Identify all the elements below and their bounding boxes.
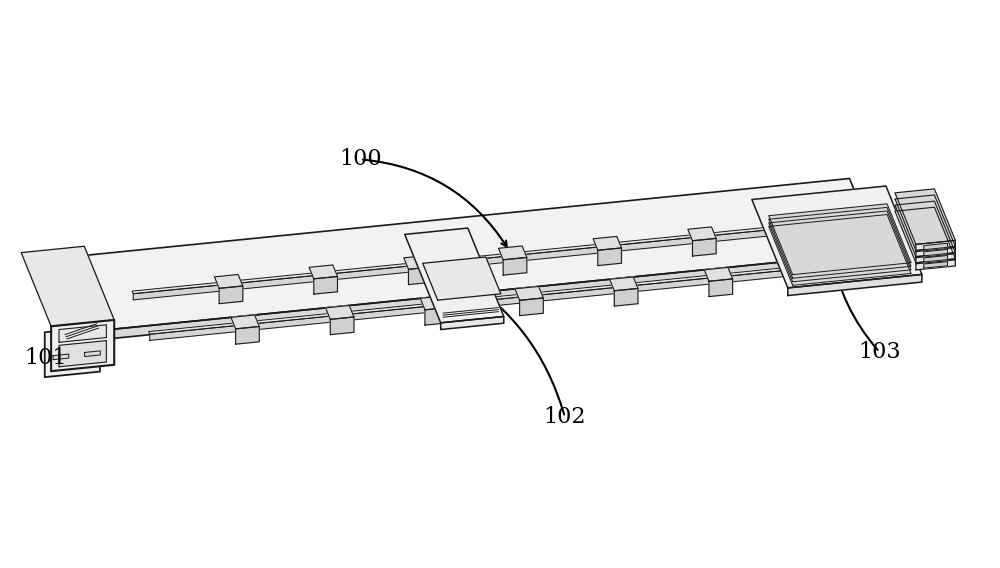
Polygon shape: [610, 277, 638, 291]
Polygon shape: [769, 215, 911, 285]
Polygon shape: [598, 248, 621, 266]
Polygon shape: [916, 240, 955, 252]
Polygon shape: [895, 189, 955, 244]
Text: 100: 100: [339, 148, 382, 170]
Polygon shape: [314, 277, 337, 294]
Polygon shape: [61, 178, 879, 332]
Polygon shape: [769, 204, 911, 275]
Polygon shape: [405, 228, 504, 323]
Polygon shape: [309, 265, 337, 279]
Polygon shape: [916, 253, 955, 264]
Polygon shape: [132, 224, 796, 294]
Polygon shape: [916, 247, 955, 258]
Polygon shape: [916, 259, 955, 270]
Polygon shape: [61, 258, 91, 341]
Polygon shape: [924, 256, 947, 262]
Polygon shape: [326, 306, 354, 319]
Polygon shape: [752, 186, 922, 288]
Polygon shape: [219, 286, 243, 304]
Polygon shape: [51, 320, 114, 371]
Polygon shape: [788, 274, 922, 295]
Polygon shape: [149, 265, 812, 335]
Polygon shape: [688, 227, 716, 241]
Polygon shape: [231, 315, 259, 329]
Polygon shape: [420, 296, 449, 310]
Polygon shape: [423, 257, 501, 300]
Polygon shape: [408, 267, 432, 285]
Polygon shape: [214, 274, 243, 289]
Polygon shape: [91, 252, 879, 341]
Polygon shape: [45, 327, 100, 377]
Polygon shape: [895, 201, 955, 257]
Text: 102: 102: [544, 406, 586, 428]
Polygon shape: [614, 289, 638, 306]
Polygon shape: [236, 327, 259, 344]
Polygon shape: [924, 249, 947, 256]
Polygon shape: [330, 317, 354, 335]
Polygon shape: [53, 354, 69, 360]
Polygon shape: [769, 207, 911, 278]
Polygon shape: [404, 256, 432, 269]
Polygon shape: [441, 316, 504, 329]
Polygon shape: [515, 286, 543, 300]
Text: 103: 103: [858, 341, 901, 363]
Polygon shape: [692, 239, 716, 256]
Polygon shape: [59, 341, 106, 367]
Polygon shape: [704, 268, 733, 281]
Polygon shape: [895, 195, 955, 250]
Polygon shape: [21, 247, 114, 326]
Polygon shape: [503, 257, 527, 275]
Polygon shape: [520, 298, 543, 316]
Polygon shape: [59, 325, 106, 343]
Polygon shape: [498, 246, 527, 260]
Polygon shape: [895, 207, 955, 263]
Text: 101: 101: [24, 346, 67, 369]
Polygon shape: [150, 268, 812, 340]
Polygon shape: [709, 279, 733, 296]
Polygon shape: [85, 351, 100, 357]
Polygon shape: [769, 211, 911, 282]
Polygon shape: [425, 307, 449, 325]
Polygon shape: [924, 243, 947, 250]
Polygon shape: [593, 236, 621, 250]
Polygon shape: [924, 262, 947, 268]
Polygon shape: [133, 227, 796, 300]
